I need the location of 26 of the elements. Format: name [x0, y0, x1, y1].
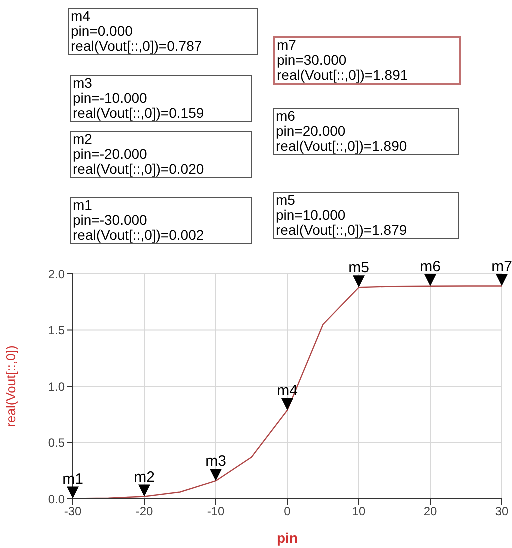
x-tick-label: -10: [207, 504, 225, 519]
text: m7 pin=30.000 real(Vout[::,0])=1.891: [273, 36, 461, 85]
y-tick-label: 1.5: [48, 324, 66, 338]
x-tick-label: 0: [284, 504, 292, 519]
text: m2 pin=-20.000 real(Vout[::,0])=0.020: [70, 131, 252, 178]
y-tick-label: 2.0: [48, 267, 66, 282]
annotation: m2: [134, 468, 155, 486]
text: m4 pin=0.000 real(Vout[::,0])=0.787: [68, 8, 258, 55]
text: m3 pin=-10.000 real(Vout[::,0])=0.159: [70, 75, 252, 122]
x-axis-title: pin: [277, 530, 298, 546]
y-tick-label: 0.5: [48, 436, 66, 450]
annotation: m5: [348, 260, 370, 277]
annotation: m7: [492, 258, 512, 276]
x-tick-label: -20: [136, 504, 154, 519]
x-tick-label: 10: [352, 504, 366, 519]
text: m1 pin=-30.000 real(Vout[::,0])=0.002: [70, 197, 252, 244]
text: m6 pin=20.000 real(Vout[::,0])=1.890: [273, 108, 459, 155]
y-tick-label: 1.0: [48, 380, 66, 394]
annotation: m6: [420, 258, 441, 276]
y-axis-title: real(Vout[::,0]): [4, 346, 19, 428]
annotation: m3: [206, 453, 226, 470]
x-tick-label: 20: [424, 504, 438, 519]
x-tick-label: -30: [64, 504, 82, 519]
x-tick-label: 30: [495, 504, 509, 519]
y-tick-label: 0.0: [48, 492, 66, 506]
text: m5 pin=10.000 real(Vout[::,0])=1.879: [273, 192, 459, 239]
